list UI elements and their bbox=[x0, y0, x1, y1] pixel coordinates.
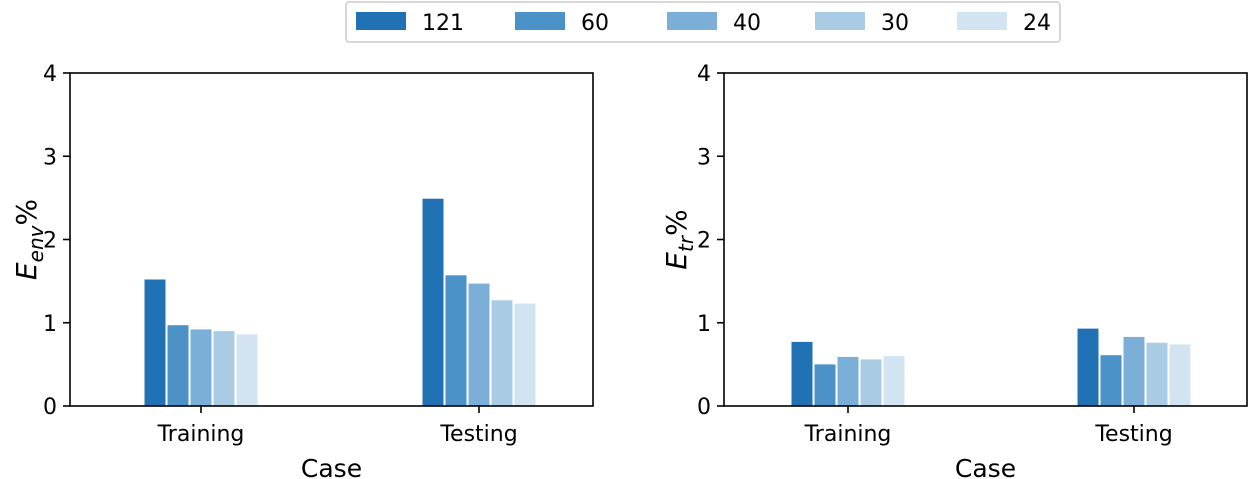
x-axis-title: Case bbox=[301, 454, 362, 479]
legend-swatch-121 bbox=[356, 12, 406, 30]
legend-swatch-30 bbox=[815, 12, 865, 30]
bar-testing-121 bbox=[1077, 328, 1099, 406]
y-axis-title: Etr% bbox=[660, 209, 698, 269]
bar-testing-60 bbox=[1100, 355, 1122, 406]
bar-training-40 bbox=[190, 329, 212, 406]
y-tick-label: 2 bbox=[43, 229, 57, 254]
bar-testing-60 bbox=[445, 275, 467, 406]
y-tick-label: 0 bbox=[43, 395, 57, 420]
chart-panel-right: 0 1 2 3 4 Training Testing Case Etr% bbox=[660, 62, 1248, 479]
y-axis-title-suffix: % bbox=[660, 209, 693, 236]
bar-testing-40 bbox=[1123, 336, 1145, 406]
y-tick-label: 4 bbox=[43, 62, 57, 87]
bar-testing-40 bbox=[468, 283, 490, 406]
y-axis-title-subscript: tr bbox=[674, 234, 698, 252]
legend-label-121: 121 bbox=[422, 11, 464, 36]
y-tick-label: 2 bbox=[697, 229, 711, 254]
y-tick-label: 1 bbox=[697, 312, 711, 337]
x-tick-label: Training bbox=[157, 422, 245, 447]
y-axis-title-subscript: env bbox=[24, 224, 48, 262]
legend-swatch-40 bbox=[667, 12, 717, 30]
bar-training-60 bbox=[167, 325, 189, 406]
y-axis-title-symbol: E bbox=[660, 252, 693, 270]
y-axis-title-symbol: E bbox=[10, 262, 43, 280]
bar-testing-121 bbox=[422, 198, 444, 406]
legend-label-24: 24 bbox=[1023, 11, 1051, 36]
bar-training-30 bbox=[860, 359, 882, 406]
bar-testing-24 bbox=[1169, 344, 1191, 406]
legend-label-60: 60 bbox=[581, 11, 609, 36]
y-axis-title: Eenv% bbox=[10, 199, 48, 280]
y-tick-label: 3 bbox=[43, 145, 57, 170]
legend-label-30: 30 bbox=[881, 11, 909, 36]
x-tick-label: Testing bbox=[439, 422, 517, 447]
bar-training-24 bbox=[883, 356, 905, 406]
y-axis-title-suffix: % bbox=[10, 199, 43, 226]
bar-training-121 bbox=[144, 279, 166, 406]
bar-training-24 bbox=[236, 334, 258, 406]
legend-label-40: 40 bbox=[733, 11, 761, 36]
bar-training-60 bbox=[814, 364, 836, 406]
bar-testing-24 bbox=[514, 303, 536, 406]
bar-testing-30 bbox=[1146, 342, 1168, 406]
legend-swatch-24 bbox=[957, 12, 1007, 30]
x-tick-label: Training bbox=[804, 422, 892, 447]
bar-training-40 bbox=[837, 356, 859, 406]
bar-training-30 bbox=[213, 331, 235, 406]
bar-testing-30 bbox=[491, 300, 513, 406]
y-tick-label: 4 bbox=[697, 62, 711, 87]
bar-training-121 bbox=[791, 341, 813, 406]
legend: 121 60 40 30 24 bbox=[345, 1, 1061, 43]
y-tick-label: 0 bbox=[697, 395, 711, 420]
x-tick-label: Testing bbox=[1094, 422, 1172, 447]
chart-panel-left: 0 1 2 3 4 Training Testing Case Eenv% bbox=[10, 62, 594, 479]
legend-swatch-60 bbox=[515, 12, 565, 30]
y-tick-label: 3 bbox=[697, 145, 711, 170]
x-axis-title: Case bbox=[955, 454, 1016, 479]
y-tick-label: 1 bbox=[43, 312, 57, 337]
